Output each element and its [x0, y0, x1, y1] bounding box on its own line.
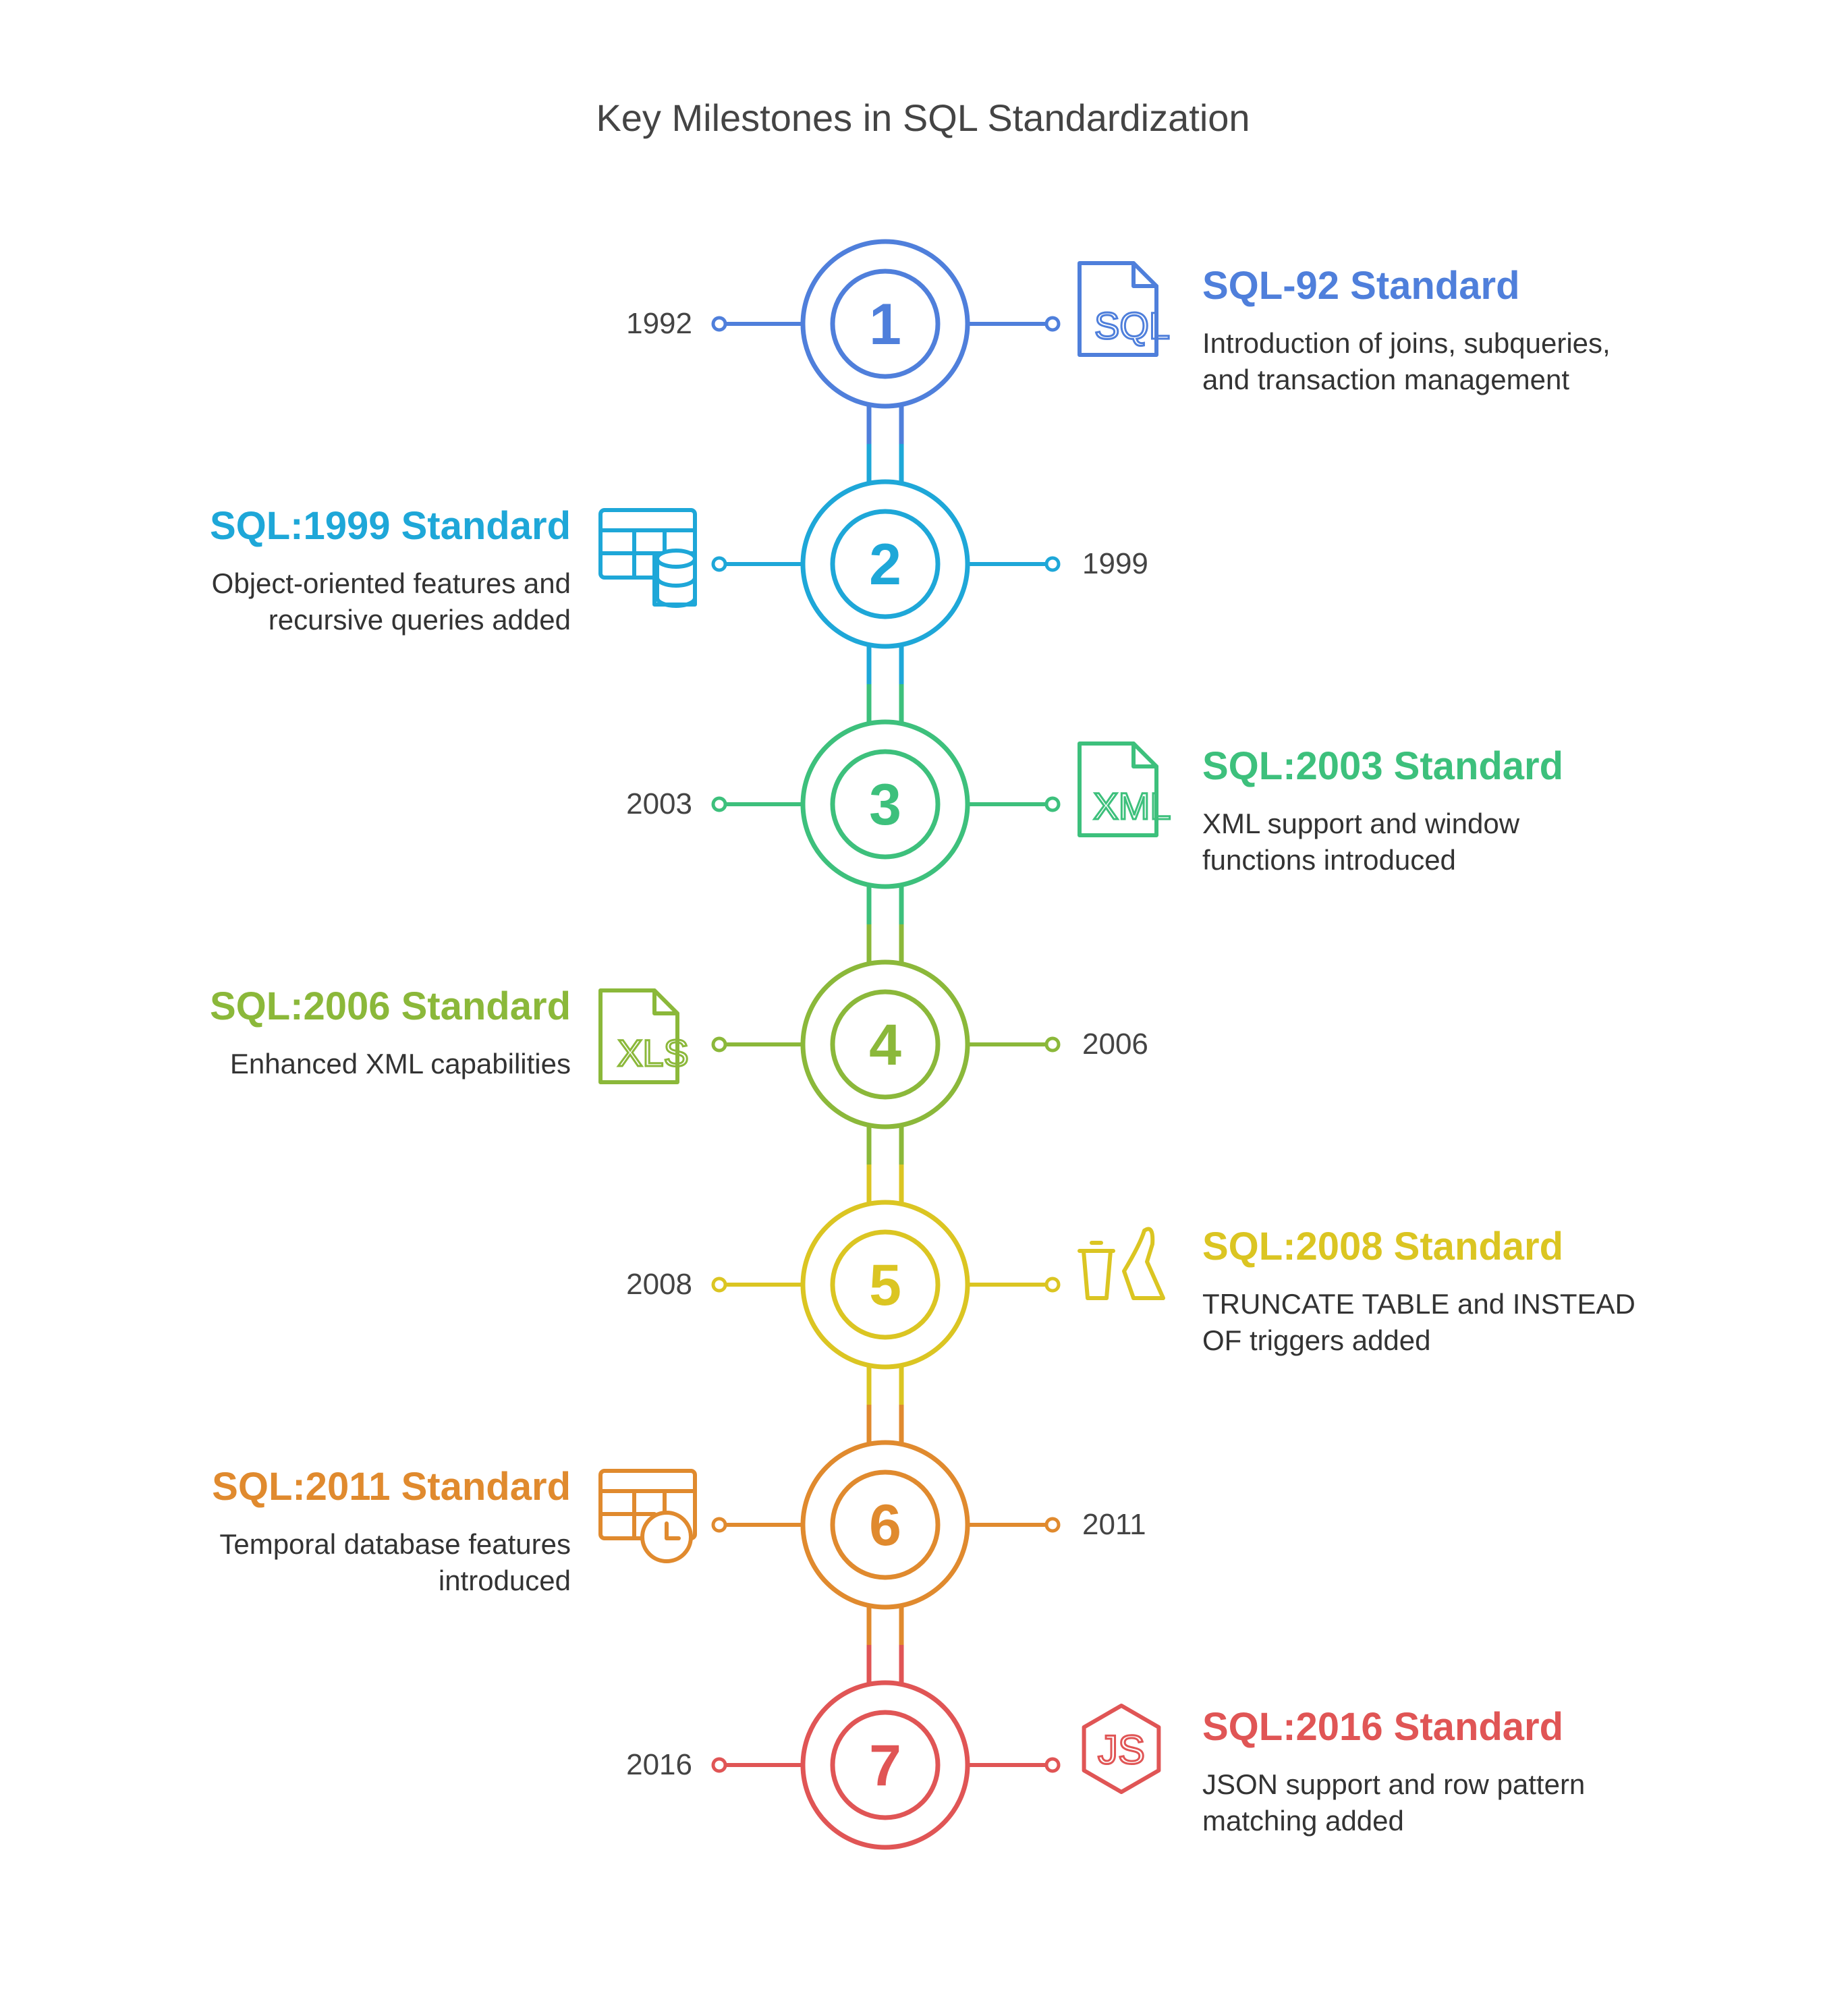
milestone-title: SQL:2008 Standard	[1202, 1225, 1564, 1268]
milestone-description-line: matching added	[1202, 1805, 1404, 1837]
icon-label: SQL	[1094, 304, 1170, 347]
milestone-title: SQL:2016 Standard	[1202, 1705, 1564, 1749]
milestone-number: 2	[869, 532, 901, 597]
trash-can	[1078, 1249, 1115, 1300]
milestone-description-line: XML support and window	[1202, 808, 1520, 839]
icon-label: XML	[1093, 785, 1171, 827]
clock-hands	[665, 1521, 681, 1540]
arm-endpoint-right	[1044, 1036, 1061, 1053]
arm-endpoint-left	[711, 316, 727, 332]
milestone-2: 2	[598, 479, 1061, 649]
milestone-5: 5	[711, 1200, 1165, 1370]
js-hexagon-icon: JS	[1082, 1704, 1161, 1794]
milestone-year: 2008	[626, 1268, 692, 1301]
milestone-title: SQL:2006 Standard	[209, 984, 571, 1028]
arm-endpoint-left	[711, 556, 727, 572]
sql-file-icon: SQL	[1078, 261, 1171, 357]
icon-label: JS	[1098, 1727, 1145, 1772]
milestone-description-line: JSON support and row pattern	[1202, 1768, 1586, 1800]
milestone-year: 2006	[1082, 1028, 1148, 1061]
milestone-description-line: OF triggers added	[1202, 1324, 1431, 1356]
cylinder-body	[655, 557, 697, 608]
xls-file-icon: XLS	[598, 988, 690, 1084]
cylinder-band	[655, 576, 697, 588]
milestone-description-line: TRUNCATE TABLE and INSTEAD	[1202, 1288, 1635, 1320]
milestone-number: 3	[869, 773, 901, 837]
file-fold	[1131, 261, 1158, 288]
milestone-3: 3 XML	[711, 719, 1172, 889]
milestone-inner-ring	[830, 509, 941, 619]
arm-endpoint-left	[711, 1277, 727, 1293]
xml-file-icon: XML	[1078, 741, 1172, 837]
milestone-inner-ring	[830, 749, 941, 860]
arm-endpoint-right	[1044, 1757, 1061, 1773]
milestone-description-line: Introduction of joins, subqueries,	[1202, 327, 1611, 359]
table-outline	[598, 508, 697, 580]
milestone-inner-ring	[830, 1710, 941, 1820]
milestone-4: 4 XLS	[598, 959, 1061, 1129]
milestone-number: 6	[869, 1493, 901, 1558]
milestone-description-line: Temporal database features	[219, 1528, 571, 1560]
milestone-number: 5	[869, 1253, 901, 1318]
milestone-title: SQL:1999 Standard	[209, 504, 571, 548]
trash-trigger-icon	[1078, 1227, 1165, 1300]
milestone-title: SQL:2003 Standard	[1202, 744, 1564, 788]
milestone-description-line: and transaction management	[1202, 364, 1570, 395]
arm-endpoint-right	[1044, 556, 1061, 572]
hexagon-outline	[1082, 1704, 1161, 1794]
milestone-number: 4	[869, 1013, 901, 1077]
milestone-number: 1	[869, 292, 901, 357]
icon-label: XLS	[617, 1032, 689, 1074]
table-database-icon	[598, 508, 697, 608]
cylinder-top	[655, 549, 697, 569]
arm-endpoint-left	[711, 1757, 727, 1773]
file-fold	[1131, 741, 1158, 768]
milestone-year: 2016	[626, 1748, 692, 1781]
trigger-hand	[1122, 1227, 1165, 1300]
milestone-year: 1992	[626, 307, 692, 340]
milestone-description-line: recursive queries added	[268, 604, 571, 636]
file-outline	[1078, 741, 1158, 837]
milestone-description-line: functions introduced	[1202, 844, 1456, 876]
milestone-description-line: Enhanced XML capabilities	[229, 1048, 571, 1080]
milestone-inner-ring	[830, 269, 941, 379]
arm-endpoint-right	[1044, 316, 1061, 332]
arm-endpoint-right	[1044, 1277, 1061, 1293]
milestone-inner-ring	[830, 1469, 941, 1580]
milestone-description-line: introduced	[438, 1565, 571, 1596]
milestone-inner-ring	[830, 1229, 941, 1340]
milestone-year: 2003	[626, 787, 692, 820]
milestone-description-line: Object-oriented features and	[211, 567, 571, 599]
milestone-year: 2011	[1082, 1508, 1146, 1541]
arm-endpoint-left	[711, 796, 727, 812]
milestone-year: 1999	[1082, 547, 1148, 580]
arm-endpoint-left	[711, 1036, 727, 1053]
milestone-title: SQL-92 Standard	[1202, 264, 1520, 308]
arm-endpoint-right	[1044, 1517, 1061, 1533]
milestone-title: SQL:2011 Standard	[212, 1465, 571, 1509]
milestone-6: 6	[598, 1440, 1061, 1610]
file-outline	[1078, 261, 1158, 357]
file-outline	[598, 988, 679, 1084]
file-fold	[652, 988, 679, 1015]
arm-endpoint-right	[1044, 796, 1061, 812]
milestone-inner-ring	[830, 989, 941, 1100]
table-clock-icon	[598, 1469, 697, 1563]
diagram-title: Key Milestones in SQL Standardization	[596, 96, 1250, 139]
milestone-7: 7 JS	[711, 1680, 1161, 1850]
milestone-number: 7	[869, 1733, 901, 1798]
milestone-1: 1 SQL	[711, 239, 1171, 409]
arm-endpoint-left	[711, 1517, 727, 1533]
